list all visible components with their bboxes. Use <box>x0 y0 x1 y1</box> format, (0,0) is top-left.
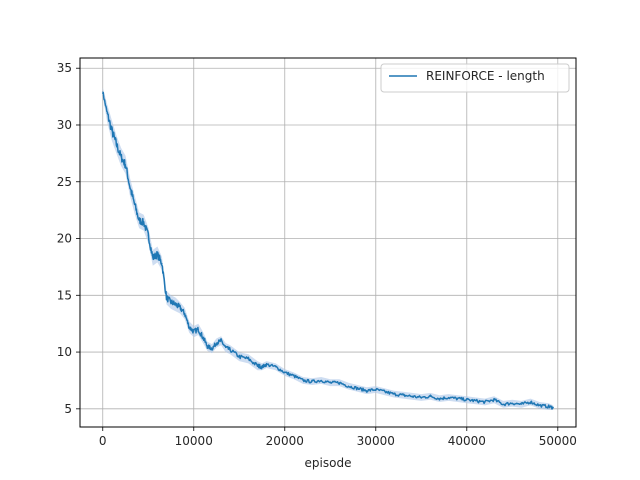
data-point <box>338 382 340 384</box>
data-point <box>165 296 168 299</box>
y-axis-ticks: 5 10 15 20 25 30 35 <box>57 61 80 416</box>
data-point <box>256 365 259 367</box>
data-point <box>302 379 304 382</box>
data-point <box>220 340 222 342</box>
data-point <box>293 375 295 377</box>
y-tick-label: 25 <box>57 175 72 189</box>
data-point <box>129 186 131 189</box>
x-tick-label: 20000 <box>266 434 304 448</box>
data-point <box>420 396 422 399</box>
x-axis-ticks: 0 10000 20000 30000 40000 50000 <box>99 427 577 448</box>
legend: REINFORCE - length <box>380 63 570 93</box>
data-point <box>320 379 322 382</box>
data-point <box>225 346 227 349</box>
data-point <box>366 390 368 392</box>
y-tick-label: 15 <box>57 288 72 302</box>
data-point <box>197 328 199 330</box>
x-tick-label: 0 <box>99 434 107 448</box>
data-point <box>102 91 104 93</box>
x-axis-label: episode <box>305 456 352 470</box>
data-point <box>120 156 122 158</box>
data-point <box>438 398 441 400</box>
data-point <box>466 399 468 401</box>
y-tick-label: 20 <box>57 232 72 246</box>
data-point <box>174 303 177 305</box>
data-point <box>447 396 450 399</box>
data-point <box>411 395 413 397</box>
data-point <box>156 253 158 256</box>
x-tick-label: 50000 <box>539 434 577 448</box>
data-point <box>152 257 154 259</box>
data-point <box>375 388 377 391</box>
series-lines <box>102 91 554 410</box>
data-point <box>284 371 286 374</box>
axes-frame <box>79 57 577 428</box>
data-point <box>529 401 532 403</box>
data-point <box>402 394 404 396</box>
grid <box>80 58 576 427</box>
data-point <box>484 401 486 403</box>
x-tick-label: 10000 <box>175 434 213 448</box>
data-point <box>329 382 331 384</box>
data-point <box>356 387 359 389</box>
x-tick-label: 30000 <box>357 434 395 448</box>
y-tick-label: 10 <box>57 345 72 359</box>
data-point <box>265 363 268 366</box>
data-point <box>493 399 495 401</box>
data-point <box>124 164 127 166</box>
legend-box <box>380 63 570 93</box>
data-point <box>106 113 108 115</box>
y-tick-label: 5 <box>64 402 72 416</box>
data-point <box>275 366 277 368</box>
data-point <box>384 391 386 393</box>
data-point <box>247 358 249 360</box>
data-point <box>134 203 136 206</box>
data-point <box>161 262 163 265</box>
data-point <box>552 407 554 409</box>
data-point <box>188 326 190 328</box>
data-point <box>179 307 181 309</box>
data-point <box>184 312 186 315</box>
data-point <box>111 130 113 132</box>
data-point <box>520 403 522 405</box>
data-point <box>502 403 504 405</box>
x-tick-label: 40000 <box>448 434 486 448</box>
data-point <box>457 398 459 400</box>
data-point <box>215 342 218 344</box>
data-point <box>202 336 204 338</box>
data-point <box>511 402 513 404</box>
data-point <box>347 385 350 387</box>
data-point <box>147 234 149 236</box>
y-tick-label: 30 <box>57 118 72 132</box>
data-point <box>475 400 477 402</box>
data-point <box>115 143 118 145</box>
data-point <box>261 366 263 368</box>
data-point <box>170 301 172 303</box>
data-point <box>193 331 195 333</box>
data-point <box>138 219 140 221</box>
data-point <box>311 380 313 383</box>
data-point <box>393 393 395 395</box>
data-point <box>211 348 213 350</box>
y-tick-label: 35 <box>57 61 72 75</box>
data-point <box>538 404 541 407</box>
data-point <box>429 395 431 397</box>
data-point <box>238 356 240 358</box>
legend-label: REINFORCE - length <box>426 69 545 83</box>
data-point <box>206 345 209 347</box>
data-point <box>548 405 550 408</box>
series-line <box>102 91 554 410</box>
data-point <box>229 349 231 351</box>
data-point <box>143 222 145 224</box>
